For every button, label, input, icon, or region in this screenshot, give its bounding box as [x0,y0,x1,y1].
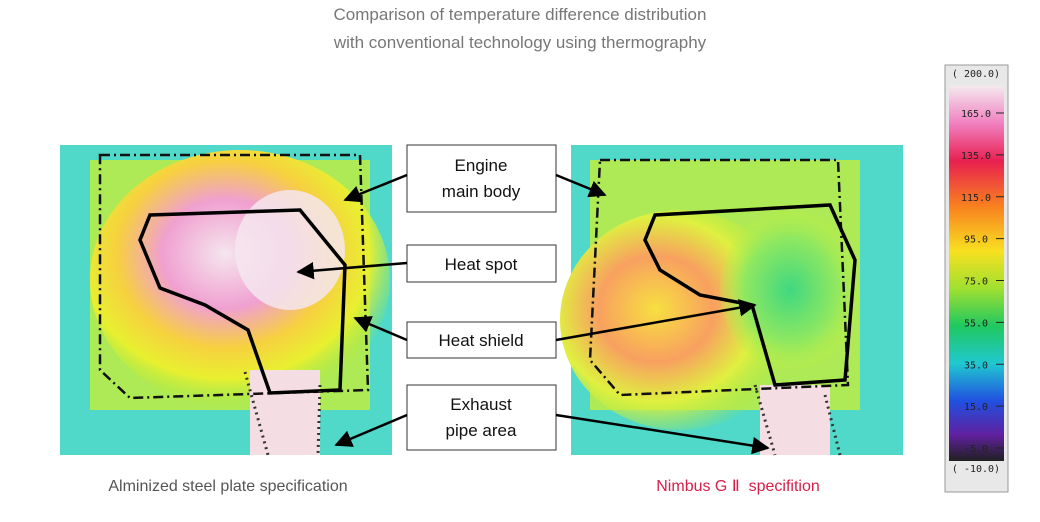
arrows [296,173,770,455]
thermal-image-left [60,145,392,456]
title-line: Comparison of temperature difference dis… [334,5,707,24]
scale-label: 55.0 [964,318,988,329]
color-scale: ( 200.0) ( -10.0) 165.0 135.0 115.0 95.0 75.… [944,64,1009,493]
label-box: Engine main body [406,144,557,213]
scale-label: 15.0 [964,402,988,413]
label-box: Exhaust pipe area [406,384,557,451]
thermal-image-right [560,145,903,456]
scale-label: ( -10.0) [952,464,1000,475]
label: pipe area [446,421,517,440]
label: Engine [455,156,508,175]
scale-label: 135.0 [961,151,991,162]
scale-label: 115.0 [961,193,991,204]
label: Heat shield [438,331,523,350]
scale-label: 35.0 [964,360,988,371]
scale-label: ( 200.0) [952,69,1000,80]
label-box: Heat spot [406,244,557,283]
scale-label: 75.0 [964,277,988,288]
scale-label: -5.0 [964,444,988,455]
scale-label: 95.0 [964,235,988,246]
label: Heat spot [445,255,518,274]
label: main body [442,182,521,201]
scale-label: 165.0 [961,109,991,120]
caption: Alminized steel plate specification [108,478,347,495]
title-line: with conventional technology using therm… [333,33,707,52]
label-box: Heat shield [406,321,557,359]
caption: Nimbus G Ⅱ specifition [656,478,819,495]
label: Exhaust [450,395,512,414]
